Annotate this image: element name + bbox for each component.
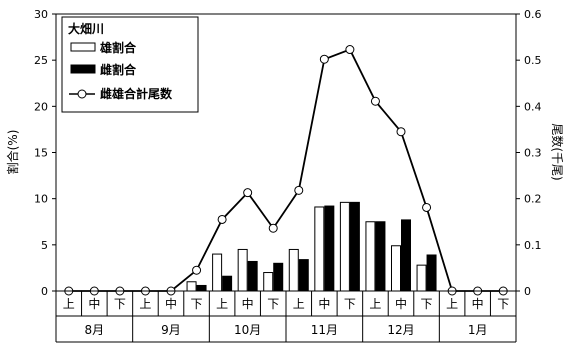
dekad-label: 上 [293, 297, 305, 311]
bar-male [212, 253, 223, 292]
bar-male [339, 201, 350, 292]
dekad-label: 下 [191, 297, 203, 311]
bar-female [273, 262, 284, 292]
dekad-label: 中 [242, 296, 254, 311]
dekad-label: 下 [421, 297, 433, 311]
dekad-label: 上 [63, 297, 75, 311]
bar-female [324, 205, 335, 292]
dekad-label: 下 [114, 297, 126, 311]
month-label: 8月 [85, 323, 105, 337]
point-total-count [294, 185, 304, 195]
y-tick-label: 25 [34, 54, 48, 67]
y-tick-label: 5 [41, 239, 48, 252]
y2-tick-label: 0 [524, 285, 531, 298]
month-label: 1月 [468, 323, 488, 337]
bar-male [391, 245, 401, 292]
dekad-label: 下 [497, 297, 509, 311]
y-tick-label: 30 [34, 8, 48, 21]
dekad-label: 中 [88, 296, 100, 311]
legend-label-total: 雌雄合計尾数 [100, 86, 173, 101]
point-total-count [396, 127, 406, 137]
bar-female [349, 201, 360, 292]
point-total-count [268, 223, 278, 233]
bar-male [186, 281, 197, 292]
y-tick-label: 0 [41, 285, 48, 298]
chart-title: 大畑川 [68, 21, 104, 36]
bar-male [365, 221, 376, 292]
month-label: 9月 [161, 323, 181, 337]
y2-axis-title: 尾数(千尾) [550, 123, 565, 180]
legend-swatch-male [70, 42, 96, 52]
point-total-count [422, 202, 432, 212]
bar-female [222, 275, 233, 292]
y2-tick-label: 0.2 [524, 193, 542, 206]
legend-marker-total [77, 89, 87, 99]
dekad-label: 中 [165, 296, 177, 311]
dekad-label: 上 [216, 297, 228, 311]
dekad-label: 下 [344, 297, 356, 311]
dekad-label: 上 [369, 297, 381, 311]
month-label: 12月 [387, 323, 414, 337]
y2-tick-label: 0.4 [524, 100, 542, 113]
bar-female [401, 219, 411, 292]
y-tick-label: 20 [34, 100, 48, 113]
dekad-label: 中 [472, 296, 484, 311]
month-label: 10月 [234, 323, 261, 337]
legend-swatch-female [70, 64, 96, 74]
bar-female [426, 254, 437, 292]
y2-tick-label: 0.6 [524, 8, 542, 21]
y-tick-label: 15 [34, 147, 48, 160]
y-axis-title: 割合(%) [5, 130, 20, 175]
dekad-label: 中 [395, 296, 407, 311]
point-total-count [319, 54, 329, 64]
dekad-label: 下 [267, 297, 279, 311]
point-total-count [243, 188, 253, 198]
month-label: 11月 [311, 323, 338, 337]
dekad-label: 上 [446, 297, 458, 311]
bar-male [416, 264, 427, 292]
bar-male [314, 206, 325, 292]
bar-male [263, 272, 274, 292]
legend-label-female: 雌割合 [100, 62, 137, 77]
point-total-count [192, 265, 202, 275]
bar-male [237, 248, 248, 292]
dekad-label: 上 [139, 297, 151, 311]
point-total-count [217, 214, 227, 224]
y2-tick-label: 0.3 [524, 147, 542, 160]
bar-female [298, 259, 309, 292]
bar-male [288, 248, 299, 292]
bar-female [375, 221, 386, 292]
dekad-label: 中 [318, 296, 330, 311]
y2-tick-label: 0.1 [524, 239, 542, 252]
point-total-count [345, 45, 355, 55]
point-total-count [370, 96, 380, 106]
bar-female [247, 260, 258, 292]
bar-female [196, 284, 207, 292]
legend-label-male: 雄割合 [99, 40, 137, 55]
y-tick-label: 10 [34, 193, 48, 206]
y2-tick-label: 0.5 [524, 54, 542, 67]
